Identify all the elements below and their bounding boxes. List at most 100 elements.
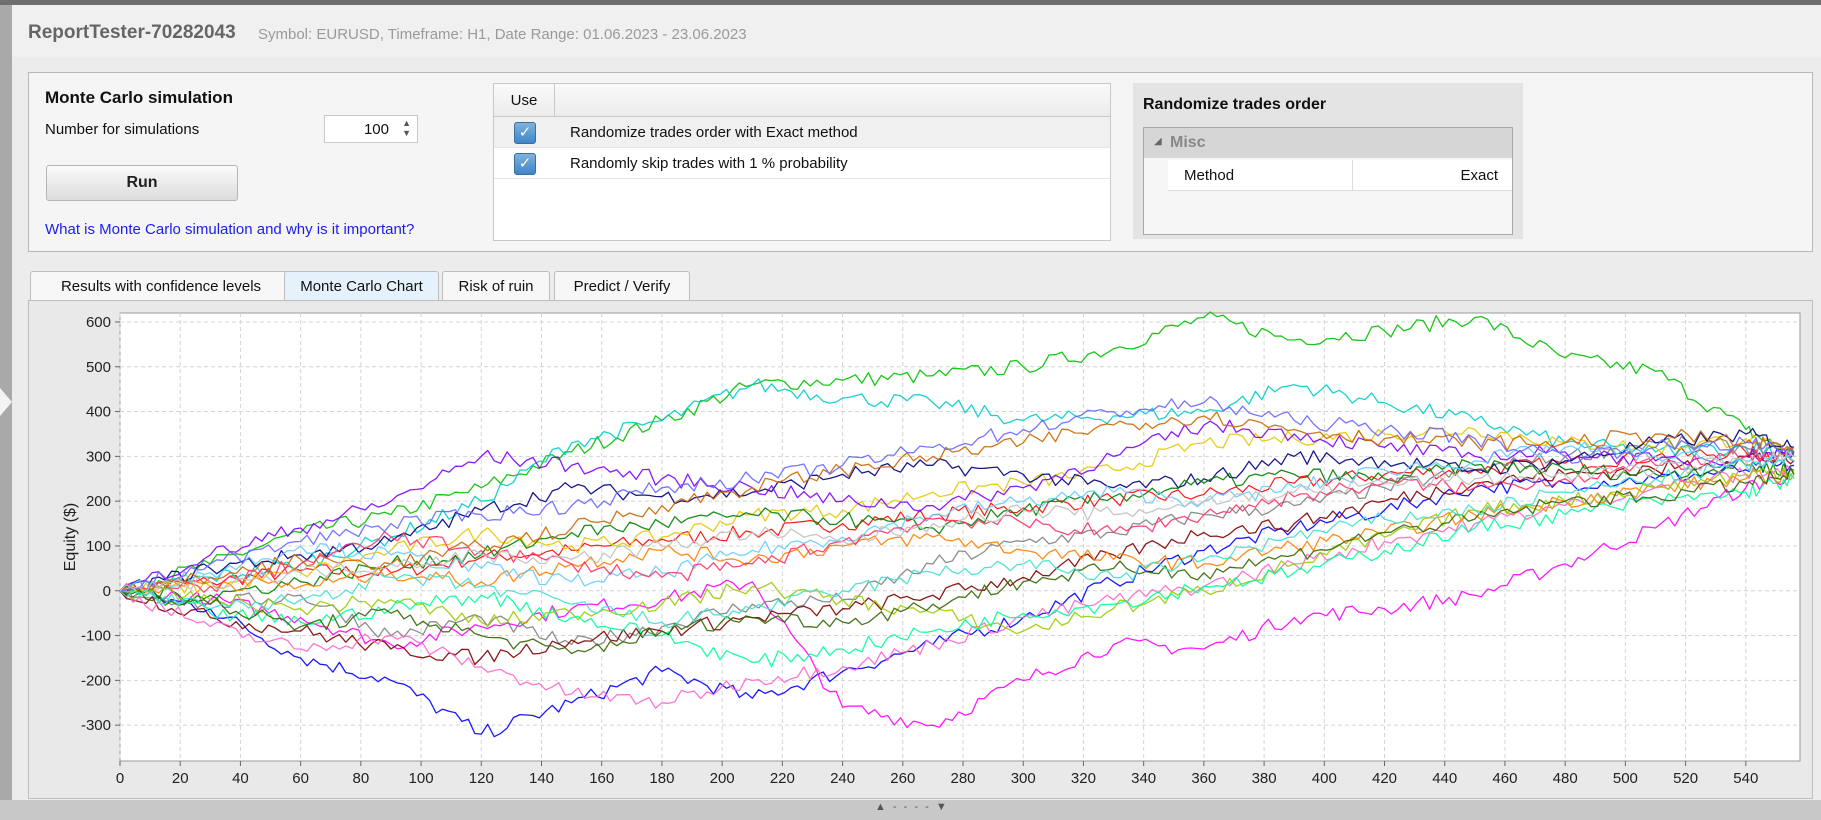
simulations-count-value[interactable]: 100 xyxy=(363,121,389,138)
spin-up-icon[interactable]: ▲ xyxy=(402,118,411,128)
y-tick-label: -300 xyxy=(81,717,111,734)
x-tick-label: 180 xyxy=(649,770,674,787)
series-line xyxy=(119,451,1795,666)
series-line xyxy=(119,426,1795,596)
x-tick-label: 160 xyxy=(589,770,614,787)
series-line xyxy=(119,444,1795,599)
monte-carlo-help-link[interactable]: What is Monte Carlo simulation and why i… xyxy=(45,221,415,238)
series-line xyxy=(119,473,1795,668)
series-line xyxy=(119,436,1795,647)
report-title: ReportTester-70282043 xyxy=(28,22,236,43)
randomize-properties-panel: Randomize trades order ◢ Misc Method Exa… xyxy=(1133,83,1523,239)
splitter-grip-icon[interactable]: ▲ - - - - ▼ xyxy=(875,801,949,813)
x-tick-label: 440 xyxy=(1432,770,1457,787)
option-label: Randomize trades order with Exact method xyxy=(570,124,858,141)
series-line xyxy=(119,449,1795,594)
method-property-value[interactable]: Exact xyxy=(1460,167,1498,184)
property-grid: ◢ Misc Method Exact xyxy=(1143,127,1513,235)
expand-triangle-icon[interactable]: ◢ xyxy=(1154,136,1162,147)
x-tick-label: 220 xyxy=(770,770,795,787)
y-tick-label: 400 xyxy=(86,404,111,421)
bottom-splitter[interactable] xyxy=(0,800,1821,820)
x-tick-label: 360 xyxy=(1191,770,1216,787)
use-column-header[interactable]: Use xyxy=(494,84,555,116)
series-line xyxy=(119,411,1795,595)
spin-down-icon[interactable]: ▼ xyxy=(402,128,411,138)
report-window: ReportTester-70282043 Symbol: EURUSD, Ti… xyxy=(12,5,1821,813)
y-tick-label: 300 xyxy=(86,448,111,465)
series-line xyxy=(119,311,1795,596)
title-bar: ReportTester-70282043 Symbol: EURUSD, Ti… xyxy=(12,5,1821,57)
x-tick-label: 0 xyxy=(116,770,124,787)
x-tick-label: 200 xyxy=(710,770,735,787)
y-tick-label: 0 xyxy=(103,583,111,600)
simulations-count-label: Number for simulations xyxy=(45,121,200,138)
options-table: Use ✓ Randomize trades order with Exact … xyxy=(493,83,1111,241)
run-button[interactable]: Run xyxy=(46,165,238,201)
x-tick-label: 100 xyxy=(409,770,434,787)
x-tick-label: 120 xyxy=(469,770,494,787)
x-tick-label: 480 xyxy=(1553,770,1578,787)
x-tick-label: 20 xyxy=(172,770,189,787)
x-tick-label: 400 xyxy=(1312,770,1337,787)
chart-panel: -300 -200 -100 0 100 200 300 400 500 600 0 20 40 60 8… xyxy=(28,300,1813,799)
x-tick-label: 540 xyxy=(1733,770,1758,787)
option-label: Randomly skip trades with 1 % probabilit… xyxy=(570,155,848,172)
option-row-randomize[interactable]: ✓ Randomize trades order with Exact meth… xyxy=(494,117,1110,148)
tab-risk-of-ruin[interactable]: Risk of ruin xyxy=(442,271,550,302)
y-tick-label: -100 xyxy=(81,628,111,645)
x-tick-label: 260 xyxy=(890,770,915,787)
top-strip xyxy=(0,0,1821,5)
series-line xyxy=(119,441,1795,592)
y-tick-label: 600 xyxy=(86,314,111,331)
x-tick-label: 340 xyxy=(1131,770,1156,787)
series-line xyxy=(119,467,1795,729)
tab-results-confidence[interactable]: Results with confidence levels xyxy=(30,271,292,302)
x-tick-label: 240 xyxy=(830,770,855,787)
simulations-count-spinner[interactable]: 100 ▲ ▼ xyxy=(324,115,418,143)
y-tick-label: 200 xyxy=(86,493,111,510)
x-tick-label: 60 xyxy=(292,770,309,787)
skip-trades-checkbox[interactable]: ✓ xyxy=(514,153,536,175)
x-tick-label: 40 xyxy=(232,770,249,787)
method-property-name: Method xyxy=(1184,167,1235,184)
x-tick-label: 140 xyxy=(529,770,554,787)
misc-group-label: Misc xyxy=(1170,134,1206,151)
x-tick-label: 380 xyxy=(1252,770,1277,787)
series-line xyxy=(119,466,1795,655)
option-row-skip[interactable]: ✓ Randomly skip trades with 1 % probabil… xyxy=(494,148,1110,179)
property-divider xyxy=(1352,160,1353,190)
x-tick-label: 460 xyxy=(1492,770,1517,787)
monte-carlo-title: Monte Carlo simulation xyxy=(45,88,233,107)
report-subtitle: Symbol: EURUSD, Timeframe: H1, Date Rang… xyxy=(258,26,747,43)
series-line xyxy=(119,457,1795,603)
x-tick-label: 320 xyxy=(1071,770,1096,787)
series-line xyxy=(119,427,1795,593)
options-table-header: Use xyxy=(494,84,1110,117)
plot-area xyxy=(119,312,1801,762)
randomize-checkbox[interactable]: ✓ xyxy=(514,122,536,144)
series-line xyxy=(119,464,1795,709)
x-tick-label: 500 xyxy=(1613,770,1638,787)
series-line xyxy=(119,449,1795,593)
tab-predict-verify[interactable]: Predict / Verify xyxy=(554,271,690,302)
series-line xyxy=(119,454,1795,629)
simulation-params-panel: Monte Carlo simulation Number for simula… xyxy=(28,72,1813,252)
tab-monte-carlo-chart[interactable]: Monte Carlo Chart xyxy=(284,271,439,302)
misc-group-row[interactable]: ◢ Misc xyxy=(1144,128,1512,158)
x-tick-label: 520 xyxy=(1673,770,1698,787)
y-axis-label: Equity ($) xyxy=(62,503,79,571)
y-tick-label: 100 xyxy=(86,538,111,555)
x-tick-label: 280 xyxy=(950,770,975,787)
x-tick-label: 420 xyxy=(1372,770,1397,787)
monte-carlo-chart: -300 -200 -100 0 100 200 300 400 500 600 0 20 40 60 8… xyxy=(62,311,1801,787)
randomize-panel-title: Randomize trades order xyxy=(1143,96,1327,113)
y-tick-label: 500 xyxy=(86,359,111,376)
x-tick-label: 80 xyxy=(353,770,370,787)
method-property-row[interactable]: Method Exact xyxy=(1168,160,1512,191)
x-tick-label: 300 xyxy=(1011,770,1036,787)
series-line xyxy=(119,378,1795,592)
collapse-arrow-icon[interactable] xyxy=(0,388,12,416)
y-tick-label: -200 xyxy=(81,672,111,689)
series-line xyxy=(119,396,1795,592)
